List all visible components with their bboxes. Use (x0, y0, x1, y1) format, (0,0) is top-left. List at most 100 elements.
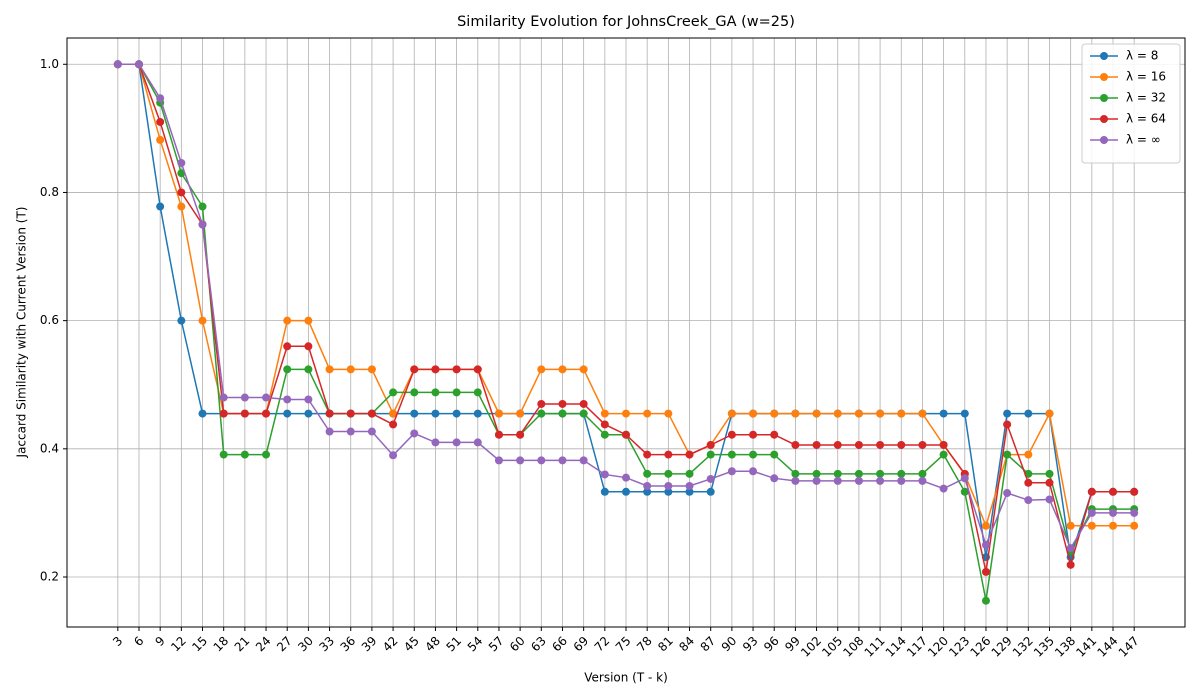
legend-label: λ = 32 (1126, 91, 1166, 105)
point (664, 481, 673, 490)
point (579, 456, 588, 465)
point (854, 440, 863, 449)
point (367, 365, 376, 374)
point (664, 469, 673, 478)
point (664, 409, 673, 418)
point (1066, 521, 1075, 530)
point (389, 409, 398, 418)
point (812, 469, 821, 478)
point (812, 440, 821, 449)
point (1130, 508, 1139, 517)
point (134, 60, 143, 69)
point (918, 476, 927, 485)
point (1024, 409, 1033, 418)
point (219, 393, 228, 402)
point (600, 420, 609, 429)
point (876, 476, 885, 485)
point (452, 388, 461, 397)
point (494, 409, 503, 418)
point (897, 440, 906, 449)
point (643, 469, 652, 478)
point (918, 440, 927, 449)
point (812, 409, 821, 418)
point (749, 409, 758, 418)
point (177, 202, 186, 211)
point (558, 365, 567, 374)
point (579, 399, 588, 408)
point (304, 409, 313, 418)
point (1130, 521, 1139, 530)
point (622, 430, 630, 439)
point (156, 117, 165, 126)
point (854, 469, 863, 478)
point (1024, 450, 1033, 459)
point (876, 440, 885, 449)
point (812, 476, 821, 485)
point (262, 450, 271, 459)
legend-marker (1100, 52, 1108, 60)
point (177, 188, 186, 197)
point (1024, 496, 1033, 505)
legend-label: λ = 8 (1126, 49, 1158, 63)
point (770, 430, 779, 439)
y-tick-label: 0.4 (40, 441, 59, 455)
legend-label: λ = ∞ (1126, 133, 1161, 147)
point (346, 427, 355, 436)
point (960, 474, 969, 483)
legend-marker (1100, 73, 1108, 81)
point (410, 388, 419, 397)
point (198, 202, 207, 211)
point (240, 393, 249, 402)
point (516, 430, 525, 439)
point (410, 409, 419, 418)
legend-marker (1100, 136, 1108, 144)
point (473, 438, 482, 447)
point (452, 365, 461, 374)
point (939, 450, 948, 459)
point (876, 409, 885, 418)
point (1024, 478, 1033, 487)
point (1003, 489, 1012, 498)
point (156, 135, 165, 144)
point (749, 450, 758, 459)
point (410, 429, 419, 438)
point (706, 450, 715, 459)
point (622, 473, 630, 482)
point (876, 469, 885, 478)
point (325, 427, 334, 436)
point (1003, 420, 1012, 429)
point (600, 470, 609, 479)
legend-marker (1100, 115, 1108, 123)
point (833, 409, 842, 418)
y-tick-label: 0.2 (40, 570, 59, 584)
point (727, 430, 736, 439)
point (431, 438, 440, 447)
point (791, 469, 800, 478)
point (600, 409, 609, 418)
point (452, 409, 461, 418)
point (283, 395, 292, 404)
point (960, 487, 969, 496)
point (1045, 469, 1054, 478)
point (177, 316, 186, 325)
point (219, 409, 228, 418)
point (177, 158, 186, 167)
point (346, 365, 355, 374)
point (198, 316, 207, 325)
point (897, 469, 906, 478)
point (727, 450, 736, 459)
point (1066, 560, 1075, 569)
point (643, 450, 652, 459)
point (770, 409, 779, 418)
point (833, 476, 842, 485)
point (304, 395, 313, 404)
point (558, 456, 567, 465)
point (643, 409, 652, 418)
point (897, 476, 906, 485)
point (367, 427, 376, 436)
point (1130, 487, 1139, 496)
point (770, 450, 779, 459)
point (643, 481, 652, 490)
